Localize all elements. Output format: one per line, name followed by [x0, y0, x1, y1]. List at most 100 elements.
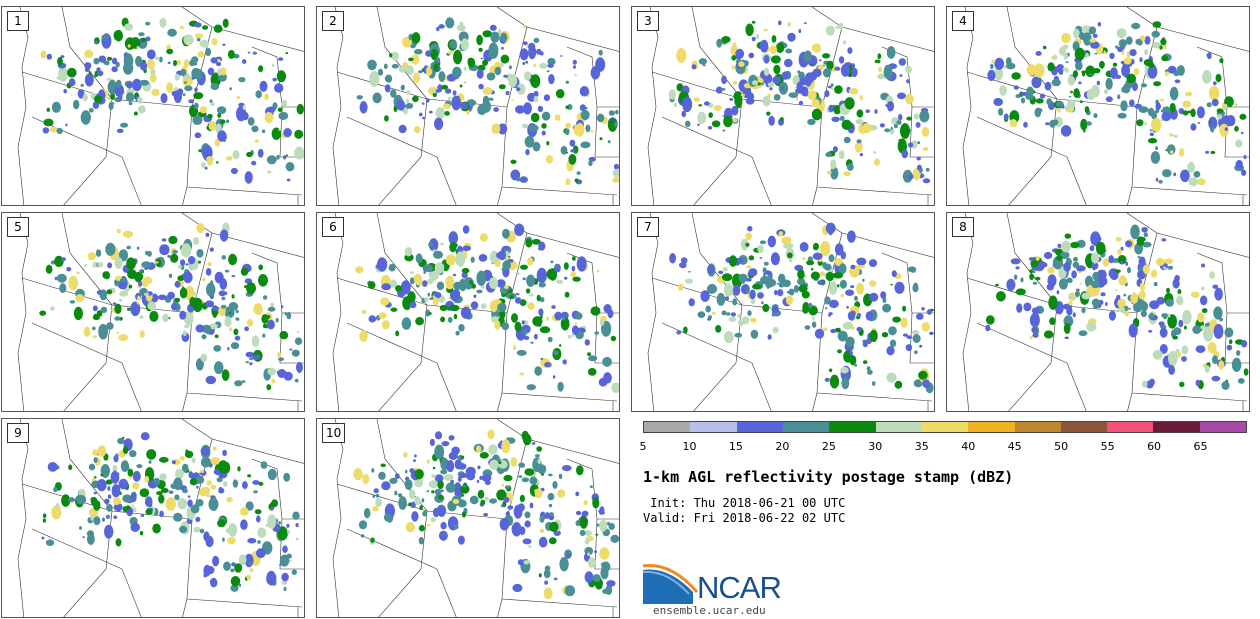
echo-cell: [822, 68, 832, 78]
echo-cell: [205, 268, 212, 276]
echo-cell: [913, 113, 919, 120]
echo-cell: [438, 24, 445, 29]
echo-cell: [613, 121, 618, 127]
forecast-panel: 10: [316, 418, 620, 618]
echo-cell: [207, 67, 215, 76]
echo-cell: [1149, 378, 1155, 386]
echo-cell: [262, 333, 266, 338]
echo-cell: [883, 64, 893, 80]
echo-cell: [1073, 256, 1078, 262]
echo-cell: [596, 113, 605, 123]
echo-cell: [746, 90, 750, 93]
echo-cell: [184, 324, 190, 329]
echo-cell: [503, 474, 513, 482]
echo-cell: [551, 305, 556, 309]
echo-cell: [533, 37, 540, 43]
echo-cell: [434, 262, 445, 274]
echo-cell: [271, 127, 281, 140]
echo-cell: [358, 520, 368, 530]
echo-cell: [596, 269, 600, 273]
echo-cell: [1188, 177, 1198, 187]
echo-cell: [457, 476, 462, 482]
echo-cell: [1243, 154, 1247, 160]
echo-cell: [917, 141, 921, 145]
echo-cell: [556, 279, 564, 284]
echo-cell: [404, 247, 413, 257]
echo-cell: [697, 123, 700, 127]
echo-cell: [430, 48, 439, 61]
echo-cell: [218, 460, 229, 474]
echo-cell: [501, 46, 504, 50]
echo-cell: [156, 491, 163, 496]
echo-cell: [426, 490, 430, 492]
echo-cell: [212, 306, 220, 312]
echo-cell: [470, 256, 475, 263]
echo-cell: [814, 328, 825, 339]
echo-cell: [549, 512, 554, 517]
echo-cell: [104, 524, 114, 539]
echo-cell: [1032, 333, 1039, 338]
echo-cell: [440, 242, 444, 246]
echo-cell: [715, 325, 722, 333]
echo-cell: [255, 515, 261, 523]
colorbar-bin: [829, 422, 876, 432]
echo-cell: [552, 375, 556, 379]
echo-cell: [1149, 129, 1153, 132]
echo-cell: [160, 488, 169, 493]
echo-cell: [732, 298, 738, 306]
echo-cell: [132, 482, 140, 490]
echo-cell: [87, 252, 96, 261]
state-boundary: [691, 7, 743, 100]
echo-cell: [1108, 310, 1116, 321]
echo-cell: [707, 126, 713, 130]
colorbar-tick-labels: 5 10 15 20 25 30 35 40 45 50 55 60 65: [640, 440, 1247, 454]
echo-cell: [1032, 281, 1038, 285]
echo-cell: [138, 280, 143, 287]
echo-cell: [547, 63, 554, 68]
echo-cell: [503, 496, 510, 503]
echo-cell: [1044, 81, 1052, 91]
echo-cell: [722, 266, 728, 272]
echo-cell: [691, 64, 697, 70]
echo-cell: [899, 74, 903, 77]
echo-cell: [212, 446, 217, 451]
echo-cell: [1229, 339, 1233, 344]
echo-cell: [830, 328, 837, 334]
echo-cell: [57, 57, 63, 66]
echo-cell: [145, 36, 151, 42]
echo-cell: [426, 459, 430, 464]
echo-cell: [257, 148, 264, 158]
echo-cell: [697, 111, 707, 124]
echo-cell: [119, 290, 129, 297]
echo-cell: [757, 292, 764, 299]
echo-cell: [575, 510, 582, 516]
echo-cell: [612, 168, 619, 178]
echo-cell: [428, 480, 439, 489]
state-boundary: [976, 322, 1068, 364]
echo-cell: [785, 48, 793, 54]
echo-cell: [1075, 290, 1080, 298]
echo-cell: [1096, 80, 1101, 86]
echo-cell: [505, 90, 510, 96]
echo-cell: [905, 344, 913, 352]
echo-cell: [139, 315, 144, 319]
echo-cell: [494, 320, 501, 330]
echo-cell: [111, 484, 121, 498]
echo-cell: [508, 65, 512, 70]
echo-cell: [1032, 312, 1040, 321]
echo-cell: [723, 331, 734, 344]
state-boundary: [376, 7, 428, 100]
echo-cell: [255, 90, 262, 99]
echo-cell: [523, 329, 528, 335]
echo-cell: [1092, 267, 1096, 271]
echo-cell: [435, 107, 446, 119]
echo-cell: [428, 312, 432, 315]
echo-cell: [724, 296, 729, 301]
echo-cell: [51, 101, 62, 113]
echo-cell: [1103, 50, 1106, 54]
echo-cell: [759, 257, 763, 259]
echo-cell: [162, 313, 169, 323]
echo-cell: [1168, 133, 1174, 137]
echo-cell: [56, 273, 67, 283]
echo-cell: [854, 363, 857, 367]
